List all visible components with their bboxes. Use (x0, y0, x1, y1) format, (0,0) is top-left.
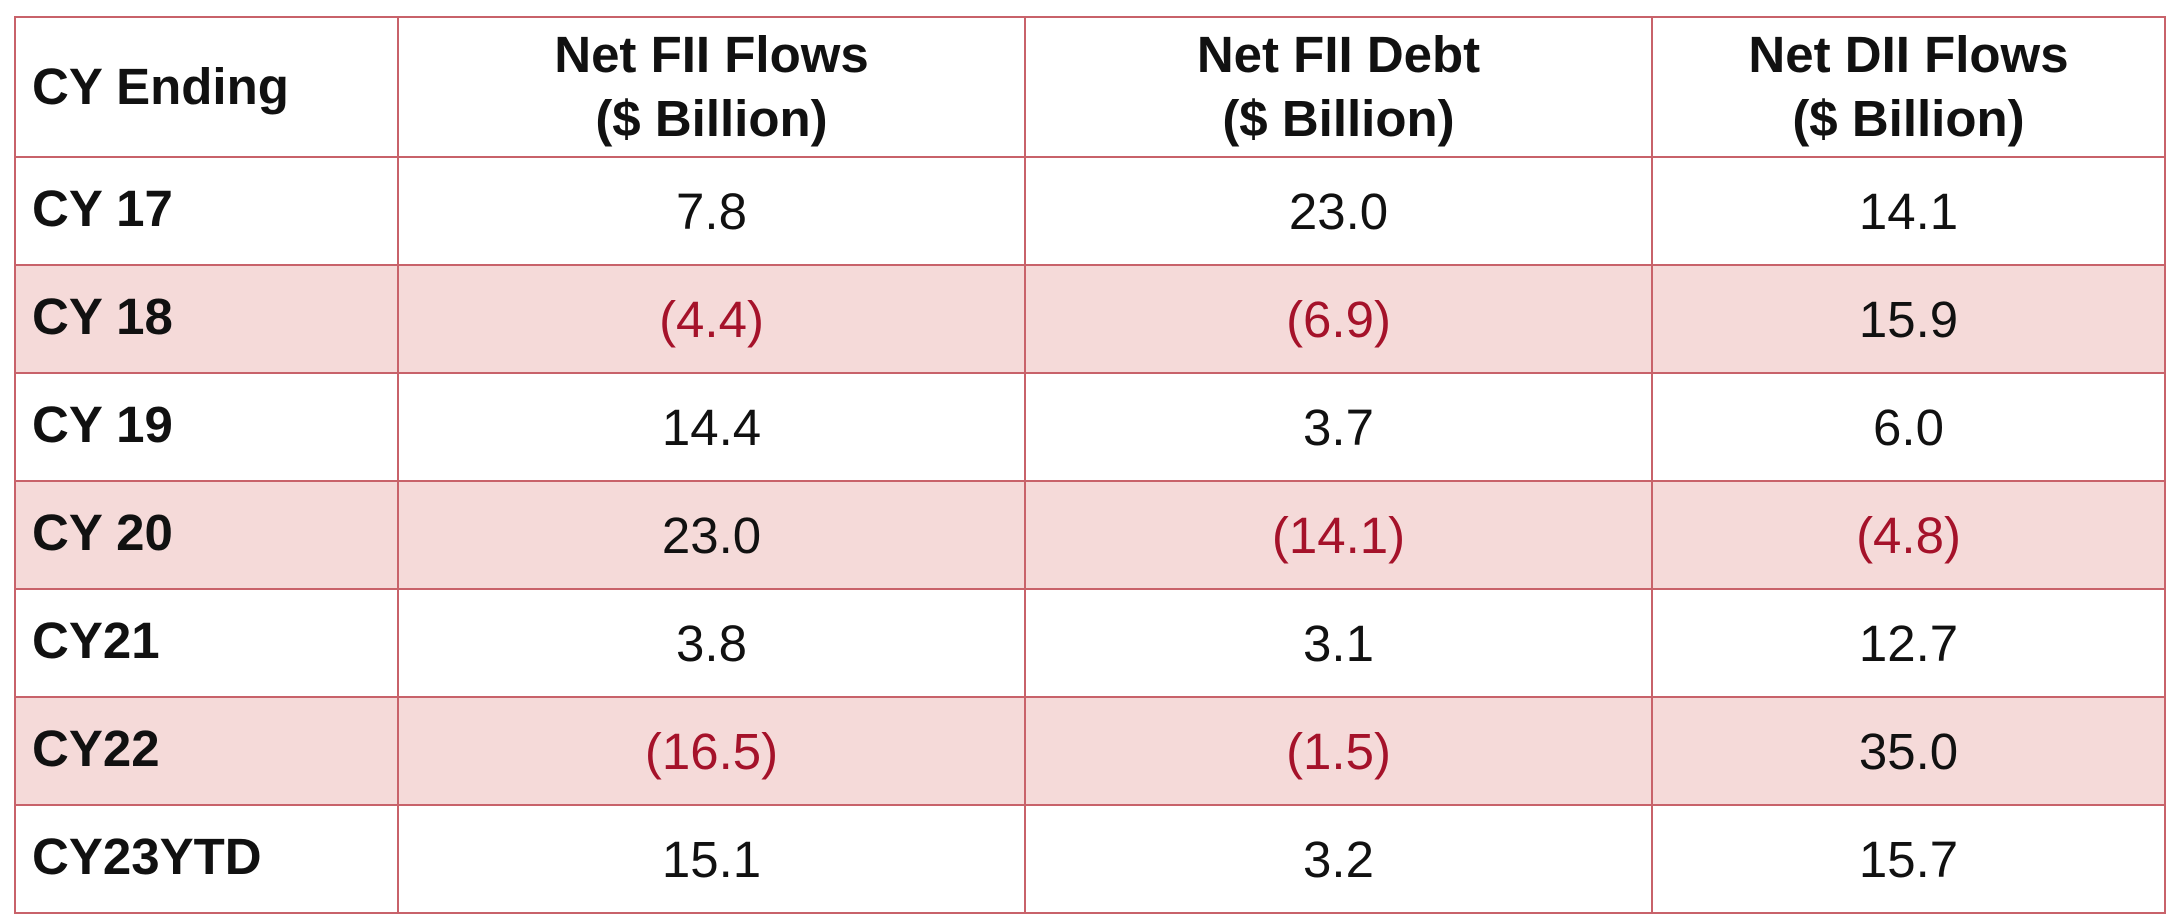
header-net-dii-flows-unit: ($ Billion) (1792, 90, 2025, 147)
net-fii-debt-cell: (6.9) (1024, 264, 1653, 374)
net-fii-flows-cell: 7.8 (397, 156, 1026, 266)
net-fii-flows-cell: 15.1 (397, 804, 1026, 914)
net-dii-flows-cell: 6.0 (1651, 372, 2166, 482)
net-fii-flows-cell: 23.0 (397, 480, 1026, 590)
flows-table-container: CY Ending Net FII Flows ($ Billion) Net … (14, 16, 2166, 914)
flows-table: CY Ending Net FII Flows ($ Billion) Net … (14, 16, 2166, 914)
header-net-fii-debt-title: Net FII Debt (1196, 26, 1481, 83)
table-row: CY22 (16.5) (1.5) 35.0 (14, 696, 2166, 806)
table-row: CY23YTD 15.1 3.2 15.7 (14, 804, 2166, 914)
row-label: CY22 (14, 696, 399, 806)
net-fii-flows-cell: 3.8 (397, 588, 1026, 698)
table-row: CY 17 7.8 23.0 14.1 (14, 156, 2166, 266)
header-row: CY Ending Net FII Flows ($ Billion) Net … (14, 16, 2166, 158)
table-row: CY 18 (4.4) (6.9) 15.9 (14, 264, 2166, 374)
row-label: CY21 (14, 588, 399, 698)
row-label: CY23YTD (14, 804, 399, 914)
header-cy-ending-label: CY Ending (32, 58, 289, 115)
net-dii-flows-cell: (4.8) (1651, 480, 2166, 590)
net-dii-flows-cell: 35.0 (1651, 696, 2166, 806)
row-label: CY 20 (14, 480, 399, 590)
row-label: CY 18 (14, 264, 399, 374)
row-label: CY 19 (14, 372, 399, 482)
table-row: CY 20 23.0 (14.1) (4.8) (14, 480, 2166, 590)
header-net-dii-flows: Net DII Flows ($ Billion) (1651, 16, 2166, 158)
net-fii-debt-cell: 3.7 (1024, 372, 1653, 482)
net-fii-debt-cell: 3.2 (1024, 804, 1653, 914)
net-fii-debt-cell: (1.5) (1024, 696, 1653, 806)
net-fii-flows-cell: (4.4) (397, 264, 1026, 374)
header-net-fii-debt-unit: ($ Billion) (1222, 90, 1455, 147)
net-fii-debt-cell: (14.1) (1024, 480, 1653, 590)
net-fii-debt-cell: 23.0 (1024, 156, 1653, 266)
table-row: CY21 3.8 3.1 12.7 (14, 588, 2166, 698)
header-net-dii-flows-title: Net DII Flows (1748, 26, 2069, 83)
header-cy-ending: CY Ending (14, 16, 399, 158)
net-dii-flows-cell: 14.1 (1651, 156, 2166, 266)
header-net-fii-flows-title: Net FII Flows (554, 26, 869, 83)
net-dii-flows-cell: 15.7 (1651, 804, 2166, 914)
header-net-fii-debt: Net FII Debt ($ Billion) (1024, 16, 1653, 158)
net-fii-flows-cell: 14.4 (397, 372, 1026, 482)
net-dii-flows-cell: 12.7 (1651, 588, 2166, 698)
net-fii-flows-cell: (16.5) (397, 696, 1026, 806)
row-label: CY 17 (14, 156, 399, 266)
net-dii-flows-cell: 15.9 (1651, 264, 2166, 374)
header-net-fii-flows-unit: ($ Billion) (595, 90, 828, 147)
header-net-fii-flows: Net FII Flows ($ Billion) (397, 16, 1026, 158)
net-fii-debt-cell: 3.1 (1024, 588, 1653, 698)
table-row: CY 19 14.4 3.7 6.0 (14, 372, 2166, 482)
